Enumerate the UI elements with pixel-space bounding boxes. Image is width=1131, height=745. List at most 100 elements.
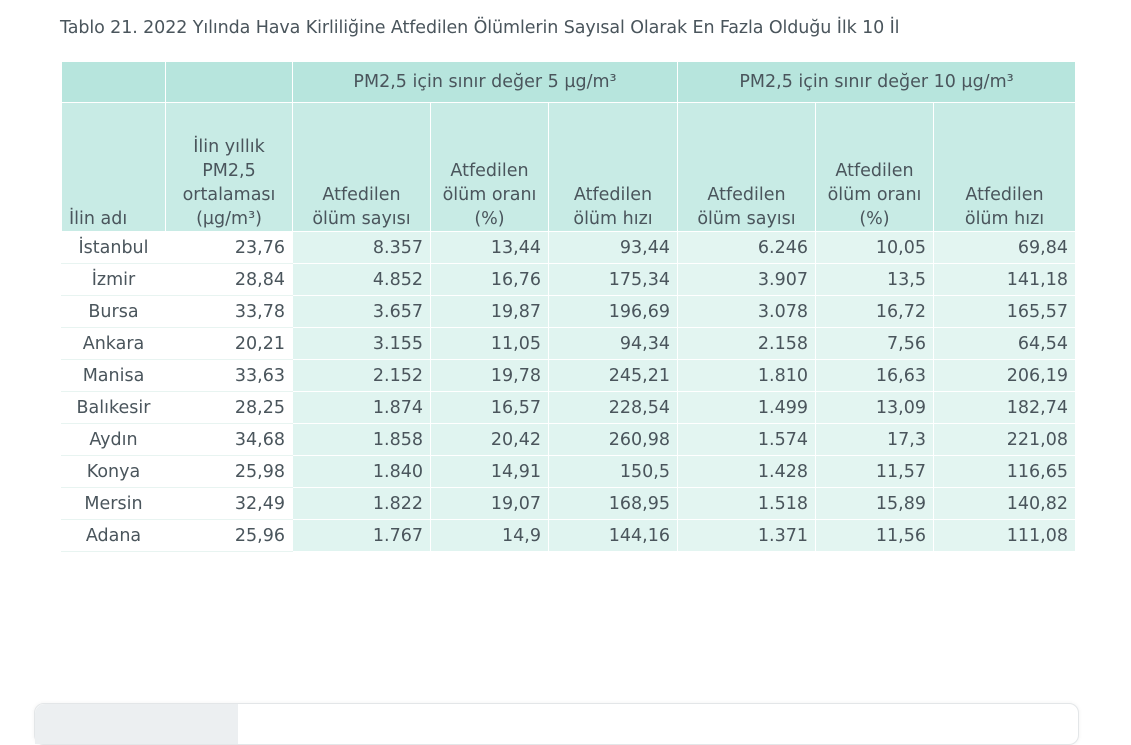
cell-rate-5: 196,69 [548,295,678,328]
table-row: Bursa 33,78 3.657 19,87 196,69 3.078 16,… [61,295,1077,328]
table-row: İzmir 28,84 4.852 16,76 175,34 3.907 13,… [61,263,1077,296]
cell-ratio-5: 14,91 [430,455,549,488]
group-header-limit10: PM2,5 için sınır değer 10 µg/m³ [676,61,1077,103]
cell-city: Konya [61,455,166,488]
cell-ratio-10: 16,63 [815,359,934,392]
cell-ratio-5: 16,57 [430,391,549,424]
cell-ratio-10: 7,56 [815,327,934,360]
cell-city: Mersin [61,487,166,520]
cell-rate-10: 165,57 [932,295,1077,328]
cell-rate-5: 150,5 [548,455,678,488]
cell-ratio-10: 17,3 [815,423,934,456]
cell-deaths-5: 3.155 [292,327,431,360]
column-header-row: İlin adı İlin yıllık PM2,5 ortalaması (µ… [61,102,1077,232]
cell-avg: 33,78 [165,295,293,328]
cell-deaths-10: 1.371 [677,519,816,552]
cell-avg: 25,96 [165,519,293,552]
cell-deaths-5: 1.767 [292,519,431,552]
cell-deaths-10: 1.428 [677,455,816,488]
cell-rate-10: 140,82 [932,487,1077,520]
table-row: Balıkesir 28,25 1.874 16,57 228,54 1.499… [61,391,1077,424]
cell-city: İzmir [61,263,166,296]
cell-ratio-5: 11,05 [430,327,549,360]
cell-city: Adana [61,519,166,552]
table-caption: Tablo 21. 2022 Yılında Hava Kirliliğine … [60,18,900,38]
cell-city: İstanbul [61,231,166,264]
cell-rate-10: 221,08 [932,423,1077,456]
cell-ratio-10: 15,89 [815,487,934,520]
col-header-deaths-10: Atfedilen ölüm sayısı [677,102,816,232]
cell-rate-5: 245,21 [548,359,678,392]
cell-ratio-10: 11,57 [815,455,934,488]
cell-deaths-5: 4.852 [292,263,431,296]
cell-rate-5: 168,95 [548,487,678,520]
group-header-limit5: PM2,5 için sınır değer 5 µg/m³ [292,61,678,103]
col-header-ratio-10: Atfedilen ölüm oranı (%) [815,102,934,232]
cell-deaths-5: 3.657 [292,295,431,328]
cell-rate-10: 206,19 [932,359,1077,392]
cell-ratio-10: 10,05 [815,231,934,264]
cell-rate-5: 93,44 [548,231,678,264]
cell-rate-5: 144,16 [548,519,678,552]
cell-ratio-10: 11,56 [815,519,934,552]
table-row: Adana 25,96 1.767 14,9 144,16 1.371 11,5… [61,519,1077,552]
cell-avg: 34,68 [165,423,293,456]
cell-avg: 32,49 [165,487,293,520]
cell-ratio-5: 19,87 [430,295,549,328]
col-header-rate-5: Atfedilen ölüm hızı [548,102,678,232]
cell-deaths-10: 1.574 [677,423,816,456]
cell-deaths-5: 8.357 [292,231,431,264]
col-header-avg: İlin yıllık PM2,5 ortalaması (µg/m³) [165,102,293,232]
cell-rate-5: 94,34 [548,327,678,360]
cell-ratio-5: 20,42 [430,423,549,456]
cell-deaths-5: 1.858 [292,423,431,456]
cell-deaths-10: 3.907 [677,263,816,296]
table-row: Konya 25,98 1.840 14,91 150,5 1.428 11,5… [61,455,1077,488]
table-row: Ankara 20,21 3.155 11,05 94,34 2.158 7,5… [61,327,1077,360]
group-header-empty [165,61,293,103]
cell-rate-10: 111,08 [932,519,1077,552]
cell-city: Balıkesir [61,391,166,424]
cell-deaths-5: 1.840 [292,455,431,488]
cell-city: Aydın [61,423,166,456]
cell-deaths-10: 2.158 [677,327,816,360]
cell-rate-10: 182,74 [932,391,1077,424]
cell-avg: 28,25 [165,391,293,424]
cell-ratio-10: 13,5 [815,263,934,296]
col-header-rate-10: Atfedilen ölüm hızı [932,102,1077,232]
cell-deaths-10: 1.499 [677,391,816,424]
content-card [34,703,1079,745]
cell-deaths-10: 6.246 [677,231,816,264]
cell-rate-5: 260,98 [548,423,678,456]
cell-deaths-5: 1.822 [292,487,431,520]
table-row: İstanbul 23,76 8.357 13,44 93,44 6.246 1… [61,231,1077,264]
cell-ratio-10: 16,72 [815,295,934,328]
cell-avg: 33,63 [165,359,293,392]
cell-rate-5: 228,54 [548,391,678,424]
cell-city: Manisa [61,359,166,392]
cell-avg: 20,21 [165,327,293,360]
cell-rate-10: 64,54 [932,327,1077,360]
card-tab[interactable] [35,704,238,744]
cell-avg: 28,84 [165,263,293,296]
cell-ratio-10: 13,09 [815,391,934,424]
group-header-empty [61,61,166,103]
cell-rate-5: 175,34 [548,263,678,296]
table-row: Mersin 32,49 1.822 19,07 168,95 1.518 15… [61,487,1077,520]
cell-avg: 25,98 [165,455,293,488]
table-row: Manisa 33,63 2.152 19,78 245,21 1.810 16… [61,359,1077,392]
cell-rate-10: 116,65 [932,455,1077,488]
cell-deaths-5: 1.874 [292,391,431,424]
cell-rate-10: 141,18 [932,263,1077,296]
cell-rate-10: 69,84 [932,231,1077,264]
mortality-table: PM2,5 için sınır değer 5 µg/m³ PM2,5 içi… [61,61,1077,552]
col-header-deaths-5: Atfedilen ölüm sayısı [292,102,431,232]
cell-ratio-5: 13,44 [430,231,549,264]
cell-avg: 23,76 [165,231,293,264]
cell-deaths-10: 1.518 [677,487,816,520]
col-header-city: İlin adı [61,102,166,232]
cell-ratio-5: 14,9 [430,519,549,552]
col-header-ratio-5: Atfedilen ölüm oranı (%) [430,102,549,232]
cell-ratio-5: 19,78 [430,359,549,392]
table-row: Aydın 34,68 1.858 20,42 260,98 1.574 17,… [61,423,1077,456]
